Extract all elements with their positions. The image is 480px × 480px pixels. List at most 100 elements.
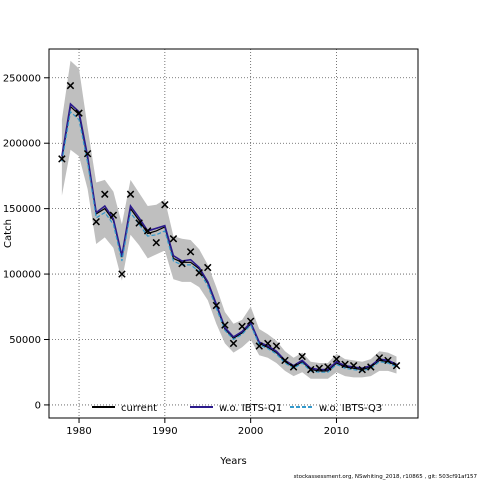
observation-marker-stroke (332, 355, 341, 363)
observation-marker-stroke (169, 235, 178, 243)
observation-marker (143, 227, 152, 235)
observation-marker (332, 355, 341, 363)
observation-marker (238, 322, 246, 331)
observation-marker (289, 363, 298, 371)
observation-marker (341, 360, 349, 369)
observation-marker (307, 365, 315, 374)
observation-marker-stroke (66, 81, 75, 90)
observation-marker-stroke (229, 339, 238, 348)
observation-marker (101, 190, 109, 198)
y-axis-ticks: 0 50000 100000 150000 200000 250000 (3, 73, 49, 411)
observation-marker (83, 149, 92, 158)
observation-marker-stroke (195, 269, 203, 277)
observation-marker-stroke (238, 322, 246, 331)
observation-marker (264, 339, 272, 348)
footer-credit: stockassessment.org, NSwhiting_2018, r10… (294, 474, 478, 480)
observation-marker-stroke (118, 270, 126, 278)
observation-marker (315, 364, 324, 373)
observation-marker-stroke (186, 248, 195, 256)
observation-marker-stroke (341, 360, 349, 369)
observation-marker (126, 190, 135, 198)
observation-marker (58, 155, 66, 163)
observation-marker-stroke (349, 361, 358, 370)
observation-points (58, 81, 401, 374)
observation-marker (392, 361, 401, 370)
observation-marker (281, 356, 289, 365)
legend-label: w.o. IBTS-Q1 (219, 403, 282, 414)
observation-marker-stroke (152, 238, 160, 247)
observation-marker-stroke (109, 211, 118, 219)
observation-marker-stroke (143, 227, 152, 235)
observation-marker (375, 354, 384, 362)
observation-marker-stroke (204, 263, 212, 272)
observation-marker-stroke (281, 356, 289, 365)
observation-marker-stroke (83, 149, 92, 158)
observation-marker-stroke (221, 321, 229, 329)
series-line-3 (61, 110, 397, 373)
y-tick-label: 100000 (3, 270, 41, 281)
observation-marker (169, 235, 178, 243)
x-axis-ticks: 1980 1990 2000 2010 (66, 418, 349, 437)
legend-label: current (121, 403, 157, 414)
observation-marker-stroke (92, 217, 100, 226)
observation-marker (246, 317, 255, 325)
observation-marker-stroke (255, 342, 263, 350)
observation-marker-stroke (272, 342, 281, 350)
observation-marker (358, 365, 366, 374)
observation-marker (161, 200, 169, 209)
observation-marker (178, 259, 186, 268)
y-tick-label: 200000 (3, 139, 41, 150)
observation-marker (186, 248, 195, 256)
observation-marker (298, 352, 306, 361)
observation-marker-stroke (101, 190, 109, 198)
observation-marker (204, 263, 212, 272)
y-tick-label: 250000 (3, 73, 41, 84)
y-tick-label: 0 (35, 400, 41, 411)
observation-marker-stroke (212, 301, 221, 310)
observation-marker-stroke (367, 363, 375, 371)
observation-marker (384, 356, 392, 365)
observation-marker (229, 339, 238, 348)
observation-marker (92, 217, 100, 226)
observation-marker (66, 81, 75, 90)
observation-marker-stroke (264, 339, 272, 348)
observation-marker (349, 361, 358, 370)
plot-frame (48, 48, 419, 419)
observation-marker-stroke (324, 363, 332, 371)
observation-marker (152, 238, 160, 247)
observation-marker-stroke (358, 365, 366, 374)
observation-marker-stroke (315, 364, 324, 373)
observation-marker (367, 363, 375, 371)
observation-marker (221, 321, 229, 329)
observation-marker-stroke (392, 361, 401, 370)
legend-label: w.o. IBTS-Q3 (319, 403, 382, 414)
x-axis-title: Years (219, 456, 246, 467)
observation-marker (75, 109, 83, 117)
observation-marker-stroke (161, 200, 169, 209)
x-tick-label: 1990 (152, 426, 177, 437)
observation-marker (135, 219, 143, 227)
observation-marker (272, 342, 281, 350)
x-tick-label: 2000 (238, 426, 263, 437)
observation-marker-stroke (58, 155, 66, 163)
x-tick-label: 1980 (66, 426, 91, 437)
y-tick-label: 150000 (3, 204, 41, 215)
observation-marker-stroke (307, 365, 315, 374)
observation-marker (212, 301, 221, 310)
observation-marker (109, 211, 118, 219)
series-line-2 (61, 102, 397, 371)
x-tick-label: 2010 (324, 426, 349, 437)
observation-marker (324, 363, 332, 371)
observation-marker-stroke (126, 190, 135, 198)
legend: current w.o. IBTS-Q1 w.o. IBTS-Q3 (92, 403, 382, 414)
y-axis-title: Catch (3, 219, 14, 248)
observation-marker-stroke (178, 259, 186, 268)
observation-marker-stroke (298, 352, 306, 361)
observation-marker-stroke (135, 219, 143, 227)
series-lines (61, 102, 397, 373)
observation-marker-stroke (289, 363, 298, 371)
observation-marker-stroke (375, 354, 384, 362)
observation-marker (195, 269, 203, 277)
observation-marker-stroke (246, 317, 255, 325)
